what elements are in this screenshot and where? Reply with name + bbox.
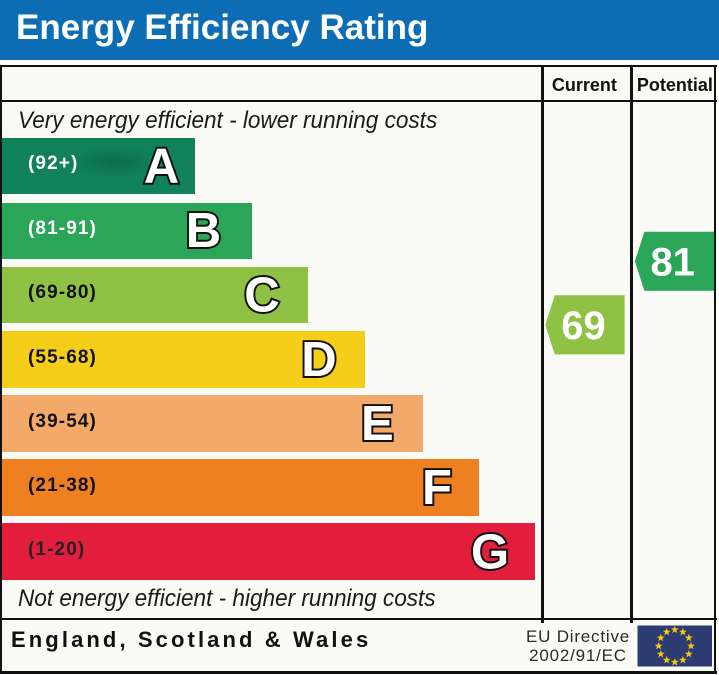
svg-text:81: 81 (650, 240, 695, 284)
svg-text:G: G (471, 525, 509, 579)
svg-text:69: 69 (561, 304, 606, 348)
svg-text:E: E (361, 397, 394, 451)
svg-text:B: B (186, 204, 221, 258)
svg-text:D: D (301, 333, 336, 387)
svg-text:A: A (144, 140, 179, 194)
svg-text:C: C (244, 269, 279, 323)
svg-text:F: F (422, 461, 452, 515)
